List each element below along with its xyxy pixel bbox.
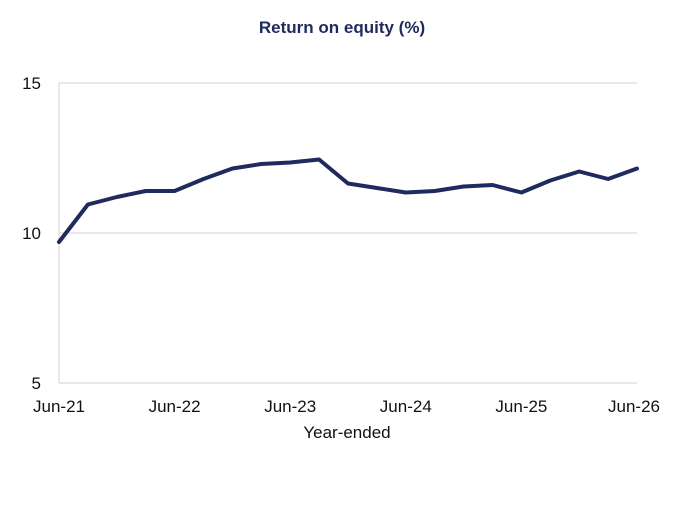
y-tick-label: 5 — [32, 374, 41, 393]
x-tick-label: Jun-26 — [608, 397, 660, 416]
gridlines — [58, 82, 637, 384]
x-tick-label: Jun-24 — [380, 397, 432, 416]
y-tick-label: 10 — [22, 224, 41, 243]
series-line-0 — [57, 157, 639, 244]
x-axis-label: Year-ended — [303, 423, 390, 442]
x-tick-label: Jun-22 — [149, 397, 201, 416]
chart-title: Return on equity (%) — [259, 18, 425, 37]
y-axis-ticks: 5 10 15 — [22, 74, 41, 393]
series-lines — [57, 157, 639, 244]
y-tick-label: 15 — [22, 74, 41, 93]
x-axis-ticks: Jun-21 Jun-22 Jun-23 Jun-24 Jun-25 Jun-26 — [33, 397, 660, 416]
x-tick-label: Jun-21 — [33, 397, 85, 416]
x-tick-label: Jun-25 — [495, 397, 547, 416]
x-tick-label: Jun-23 — [264, 397, 316, 416]
